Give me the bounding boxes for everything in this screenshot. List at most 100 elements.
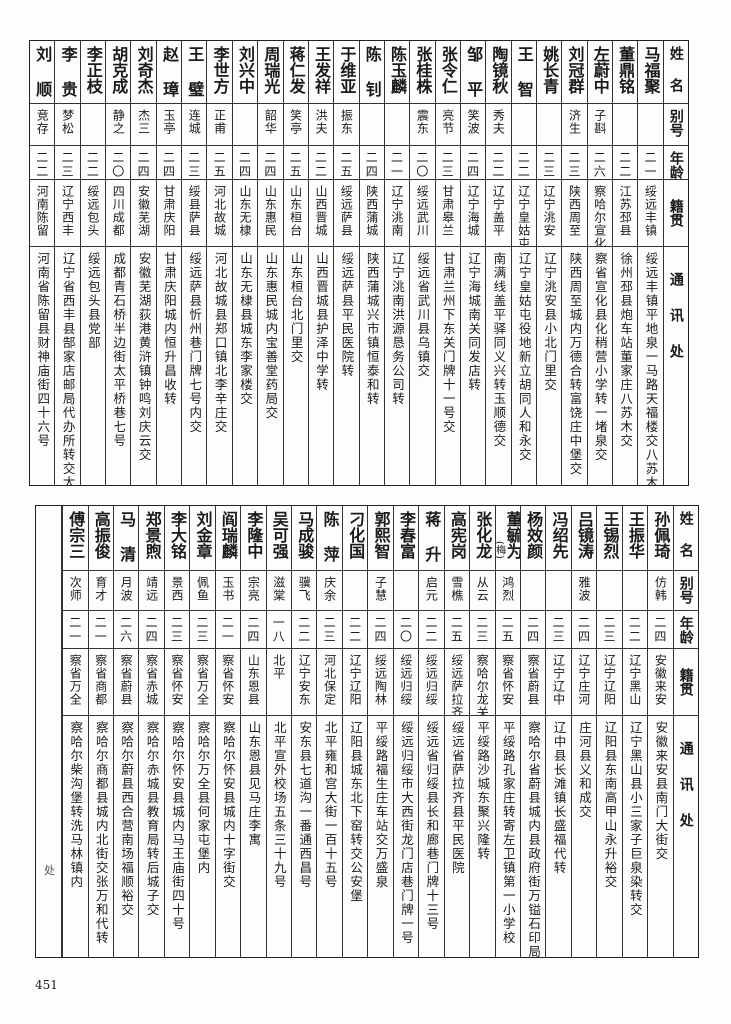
person-age: 二四	[144, 616, 159, 644]
person-column: 蒋升 启元 二二 绥远归绥 绥远省归绥县长和廊巷门牌十三号	[418, 506, 444, 957]
home-cell: 辽宁辽中	[546, 649, 571, 716]
age-cell: 二一	[384, 146, 410, 180]
address-cell: 辽中县长滩镇长盛福代转	[546, 716, 570, 957]
person-column: 王发祥 洪夫 二二 山西晋城 山西晋城县护泽中学转	[307, 41, 334, 485]
person-address: 察哈尔怀安县城内马王庙街四十号	[170, 721, 186, 931]
address-cell: 绥远萨县忻州巷门牌七号内交	[182, 247, 206, 485]
person-address: 辽宁省西丰县郜家店邮局代办所转交太平河	[60, 252, 76, 485]
header-age: 年龄	[677, 616, 694, 644]
alias-cell: 正甫	[207, 104, 232, 146]
person-home: 绥远萨拉齐	[449, 654, 464, 716]
person-age: 二〇	[398, 616, 413, 644]
age-cell: 二四	[571, 611, 597, 649]
age-cell: 二五	[283, 146, 308, 180]
person-address: 辽阳县东南高甲山永升裕交	[602, 721, 618, 889]
person-name: 马成骏	[295, 511, 315, 559]
person-column: 王锡烈 二三 辽宁辽阳 辽阳县东南高甲山永升裕交	[596, 506, 622, 957]
person-address: 绥远省萨拉齐县平民医院	[449, 721, 465, 875]
person-column: 董毓为 (梅) 鸿烈 二五 察省怀安 平绥路孔家庄转寄左卫镇第一小学校	[494, 506, 520, 957]
person-age: 二四	[262, 151, 277, 179]
person-alias: 玉亭	[161, 109, 176, 135]
home-cell: 安徽来安	[648, 649, 673, 716]
age-cell: 二二	[308, 146, 334, 180]
person-alias: 子慧	[373, 576, 388, 602]
person-column: 王璧 连城 二三 绥县萨县 绥远萨县忻州巷门牌七号内交	[181, 41, 207, 485]
age-cell: 二二	[292, 611, 317, 649]
name-cell: 董鼎铭	[612, 41, 638, 104]
person-column: 周瑞光 韶华 二四 山东惠民 山东惠民城内宝善堂药局交	[257, 41, 283, 485]
alias-cell: 子斟	[587, 104, 612, 146]
person-age: 二二	[617, 151, 632, 179]
header-address-cell: 通讯处	[674, 716, 698, 957]
person-alias: 笑波	[466, 109, 481, 135]
header-name-cell: 姓名	[673, 506, 698, 571]
person-address: 绥远萨县平民医院转	[339, 252, 355, 378]
person-home: 辽宁皇姑屯	[516, 185, 531, 247]
alias-cell	[80, 104, 106, 146]
home-cell: 察哈尔宣化	[587, 180, 612, 247]
name-cell: 蒋仁发	[283, 41, 308, 104]
alias-cell: 雪樵	[444, 571, 470, 611]
person-home: 绥远萨县	[339, 185, 354, 237]
person-name: 张桂株	[413, 46, 433, 94]
person-age: 二一	[67, 616, 82, 644]
home-cell: 江苏邳县	[612, 180, 638, 247]
header-column: 姓名 别号 年龄 籍贯 通讯处	[662, 41, 688, 485]
name-cell: 马清	[113, 506, 139, 571]
person-alias: 济生	[567, 109, 582, 135]
person-age: 二六	[592, 151, 607, 179]
person-address: 察哈尔商都县城内北街交张万和代转	[93, 721, 109, 945]
name-cell: 阎瑞麟	[215, 506, 241, 571]
name-cell: 陈萍	[317, 506, 342, 571]
person-column: 孙佩琦 仿韩 二四 安徽来安 安徽来安县南门大街交	[647, 506, 673, 957]
home-cell: 察省赤城	[139, 649, 164, 716]
alias-cell: 启元	[419, 571, 444, 611]
person-name: 赵璋	[159, 46, 179, 104]
header-alias: 别号	[667, 109, 684, 137]
person-age: 二四	[465, 151, 480, 179]
name-cell: 冯绍先	[546, 506, 571, 571]
person-name: 蒋升	[422, 511, 442, 571]
person-age: 二四	[576, 616, 591, 644]
header-alias-cell: 别号	[673, 571, 698, 611]
name-cell: 陈钊	[359, 41, 384, 104]
person-alias: 秀夫	[491, 109, 506, 135]
person-home: 辽宁洮安	[542, 185, 557, 237]
person-age: 二二	[313, 151, 328, 179]
person-home: 河南陈留	[35, 185, 50, 237]
header-age: 年龄	[667, 151, 684, 179]
alias-cell: 震东	[410, 104, 435, 146]
age-cell: 二五	[495, 611, 520, 649]
name-cell: 高宪岗	[444, 506, 470, 571]
address-cell: 山东桓台北门里交	[284, 247, 308, 485]
person-alias: 宗亮	[246, 576, 261, 602]
name-cell: 董毓为 (梅)	[495, 506, 520, 571]
person-home: 甘肃庆阳	[161, 185, 176, 237]
person-address: 成都青石桥半边街太平桥巷七号	[111, 252, 127, 448]
person-age: 二四	[237, 151, 252, 179]
name-cell: 高振俊	[88, 506, 113, 571]
name-cell: 于维亚	[334, 41, 359, 104]
person-name: 左蔚中	[590, 46, 610, 94]
person-name: 刘冠群	[565, 46, 585, 94]
alias-cell	[638, 104, 663, 146]
name-cell: 李贵	[55, 41, 80, 104]
age-cell: 二一	[88, 611, 113, 649]
home-cell: 辽宁洮南	[384, 180, 410, 247]
address-cell: 辽宁皇姑屯役地新立胡同人和永交	[512, 247, 536, 485]
person-name: 王智	[514, 46, 534, 104]
alias-cell: 笑亭	[283, 104, 308, 146]
person-address: 察哈尔柴沟堡转洗马林镇内	[68, 721, 84, 889]
home-cell: 绥远武川	[410, 180, 435, 247]
person-alias: 亮节	[440, 109, 455, 135]
person-address: 山东无棣县城东李家楼交	[237, 252, 253, 406]
person-column: 董鼎铭 二二 江苏邳县 徐州邳县炮车站董家庄八苏木交	[611, 41, 638, 485]
address-cell: 陕西蒲城兴市镇恒泰和转	[360, 247, 384, 485]
person-age: 二二	[347, 616, 362, 644]
header-name-cell: 姓名	[663, 41, 688, 104]
person-name: 马福聚	[641, 46, 661, 94]
age-cell: 二二	[30, 146, 55, 180]
address-cell: 察哈尔蔚县西合营南场福顺裕交	[114, 716, 138, 957]
name-cell: 王智	[511, 41, 536, 104]
